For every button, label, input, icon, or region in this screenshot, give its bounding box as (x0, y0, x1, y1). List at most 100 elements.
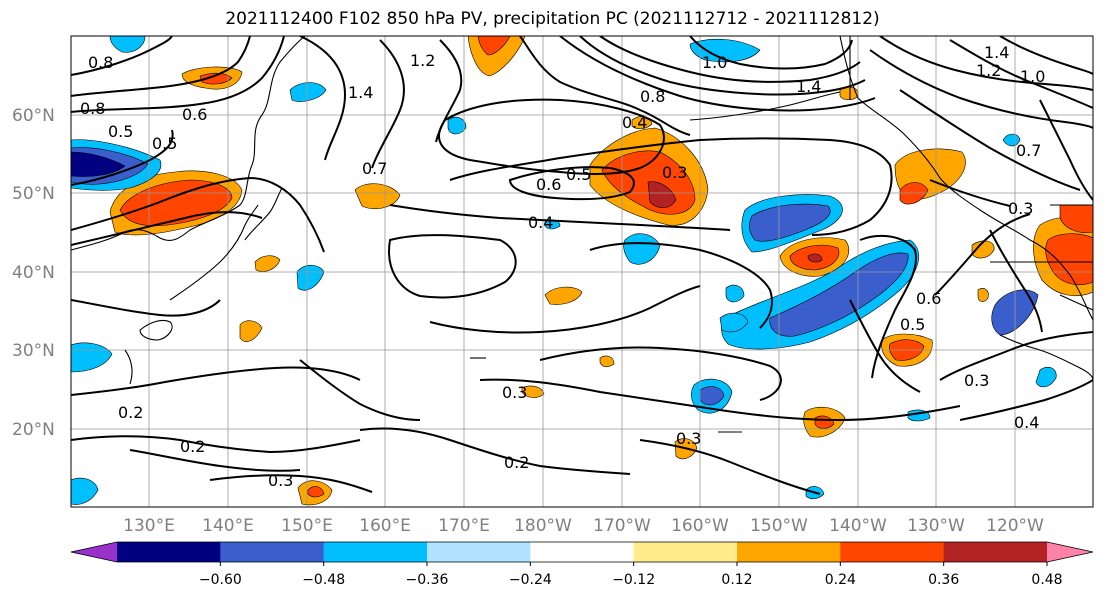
precip-blob (725, 284, 745, 303)
contour-label: 0.4 (528, 213, 553, 232)
contour-label: 0.4 (1014, 413, 1039, 432)
precip-blob (1002, 133, 1021, 147)
lon-label: 170°E (438, 516, 490, 536)
colorbar-extension-high (1047, 542, 1093, 562)
colorbar-extension-low (71, 542, 117, 562)
contour-label: 0.3 (268, 471, 293, 490)
precipitation-shading (71, 36, 1093, 506)
lon-label: 160°W (671, 516, 729, 536)
contour-label: 0.5 (152, 134, 177, 153)
contour-line (859, 234, 917, 379)
contour-label: 0.3 (1008, 199, 1033, 218)
contour-label: 0.3 (964, 371, 989, 390)
contour-label: 0.6 (536, 175, 561, 194)
lat-label: 60°N (12, 106, 55, 126)
precip-blob (647, 181, 677, 209)
precip-blob (631, 116, 653, 130)
precip-blob (199, 72, 233, 85)
precip-blob (769, 252, 909, 337)
precip-blob (977, 288, 989, 302)
contour-label: 1.4 (796, 77, 821, 96)
contour-line (879, 36, 1093, 91)
precip-blob (1035, 366, 1057, 388)
lon-label: 130°E (123, 516, 175, 536)
precip-blob (289, 82, 327, 102)
precip-blob (239, 320, 263, 342)
contour-line (389, 204, 731, 231)
contour-line (209, 474, 373, 493)
precip-blob (971, 240, 995, 259)
colorbar-segment (633, 542, 738, 562)
lon-label: 180°W (514, 516, 572, 536)
contour-labels: 0.8 0.8 0.5 0.5 0.6 1.2 1.4 1.0 0.8 0.4 … (80, 43, 1045, 490)
map-panel: 0.8 0.8 0.5 0.5 0.6 1.2 1.4 1.0 0.8 0.4 … (71, 36, 1093, 507)
longitude-labels: 130°E 140°E 150°E 160°E 170°E 180°W 170°… (123, 516, 1044, 536)
contour-line (939, 331, 1093, 381)
lat-label: 20°N (12, 420, 55, 440)
contour-line (589, 242, 773, 329)
contour-label: 1.2 (410, 51, 435, 70)
lon-label: 170°W (593, 516, 651, 536)
lat-label: 30°N (12, 341, 55, 361)
contour-line (71, 176, 325, 253)
contour-line (438, 98, 665, 175)
contour-line (559, 36, 876, 112)
contour-label: 0.3 (502, 383, 527, 402)
colorbar-segment (427, 542, 531, 562)
precip-blob (71, 477, 99, 505)
contour-line (359, 427, 631, 475)
colorbar: −0.60 −0.48 −0.36 −0.24 −0.12 0.12 0.24 0.36 0.4… (70, 541, 1094, 588)
contour-label: 1.2 (976, 61, 1001, 80)
precip-blob (719, 312, 749, 333)
contour-line (579, 36, 866, 96)
precip-blob (71, 151, 126, 177)
contour-label: 0.2 (118, 403, 143, 422)
contour-line (639, 439, 821, 495)
lon-label: 140°E (202, 516, 254, 536)
lon-label: 130°W (907, 516, 965, 536)
coastline (124, 349, 133, 385)
contour-line (71, 211, 263, 246)
contour-label: 0.6 (182, 105, 207, 124)
contour-label: 0.5 (566, 165, 591, 184)
lon-label: 150°W (750, 516, 808, 536)
precip-blob (254, 255, 281, 272)
contour-label: 0.8 (80, 99, 105, 118)
precip-blob (699, 386, 725, 406)
contour-line (71, 435, 361, 454)
contour-line (899, 89, 1081, 191)
lon-label: 140°W (829, 516, 887, 536)
precip-blob (521, 385, 545, 398)
contour-line (1039, 99, 1093, 201)
contour-line (689, 36, 853, 70)
contour-line (71, 366, 361, 396)
contour-line (429, 285, 701, 334)
coastline (689, 91, 841, 121)
contour-line (299, 36, 347, 161)
contour-label: 1.4 (348, 83, 373, 102)
colorbar-tick-label: 0.48 (1031, 572, 1062, 588)
contour-line (371, 39, 405, 169)
contour-line (949, 39, 1093, 109)
contour-line (388, 234, 517, 299)
contour-line (929, 179, 1011, 207)
colorbar-tick-label: 0.36 (928, 572, 959, 588)
contour-line (71, 129, 174, 186)
contour-line (71, 36, 251, 97)
precip-blob (599, 355, 615, 368)
colorbar-tick-label: 0.24 (825, 572, 856, 588)
precip-blob (109, 36, 146, 53)
contour-label: 0.7 (362, 159, 387, 178)
coastline (139, 319, 173, 341)
colorbar-segment (323, 542, 428, 562)
lon-label: 150°E (281, 516, 333, 536)
contour-label: 0.3 (662, 163, 687, 182)
contour-line (299, 359, 421, 421)
contour-label: 0.5 (900, 315, 925, 334)
coastline (999, 334, 1093, 381)
contour-line (999, 36, 1093, 75)
precip-blob (689, 38, 761, 63)
contour-label: 1.0 (1020, 67, 1045, 86)
colorbar-segment (737, 542, 841, 562)
precip-blob (307, 486, 325, 498)
